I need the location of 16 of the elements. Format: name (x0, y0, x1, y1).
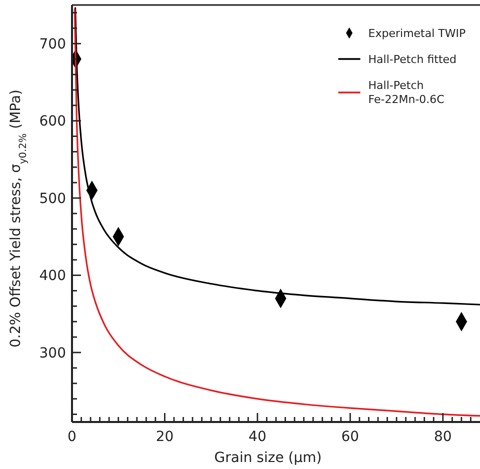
y-tick-label: 600 (39, 114, 66, 130)
x-tick-label: 40 (248, 429, 266, 445)
x-tick-label: 80 (434, 429, 452, 445)
legend-label: Hall-Petch fitted (368, 52, 457, 66)
legend-label: Hall-Petch Fe-22Mn-0.6C (368, 78, 445, 106)
y-tick-label: 300 (39, 345, 66, 362)
x-tick-label: 60 (341, 429, 360, 445)
legend-label: Experimetal TWIP (368, 26, 466, 40)
x-axis-title: Grain size (µm) (214, 450, 322, 466)
y-tick-label: 700 (39, 36, 66, 53)
y-tick-label: 500 (39, 190, 66, 207)
y-tick-label: 400 (39, 268, 66, 284)
x-tick-label: 20 (156, 429, 174, 445)
x-tick-label: 0 (68, 429, 76, 445)
line-series (74, 8, 480, 417)
line-series (74, 6, 480, 306)
